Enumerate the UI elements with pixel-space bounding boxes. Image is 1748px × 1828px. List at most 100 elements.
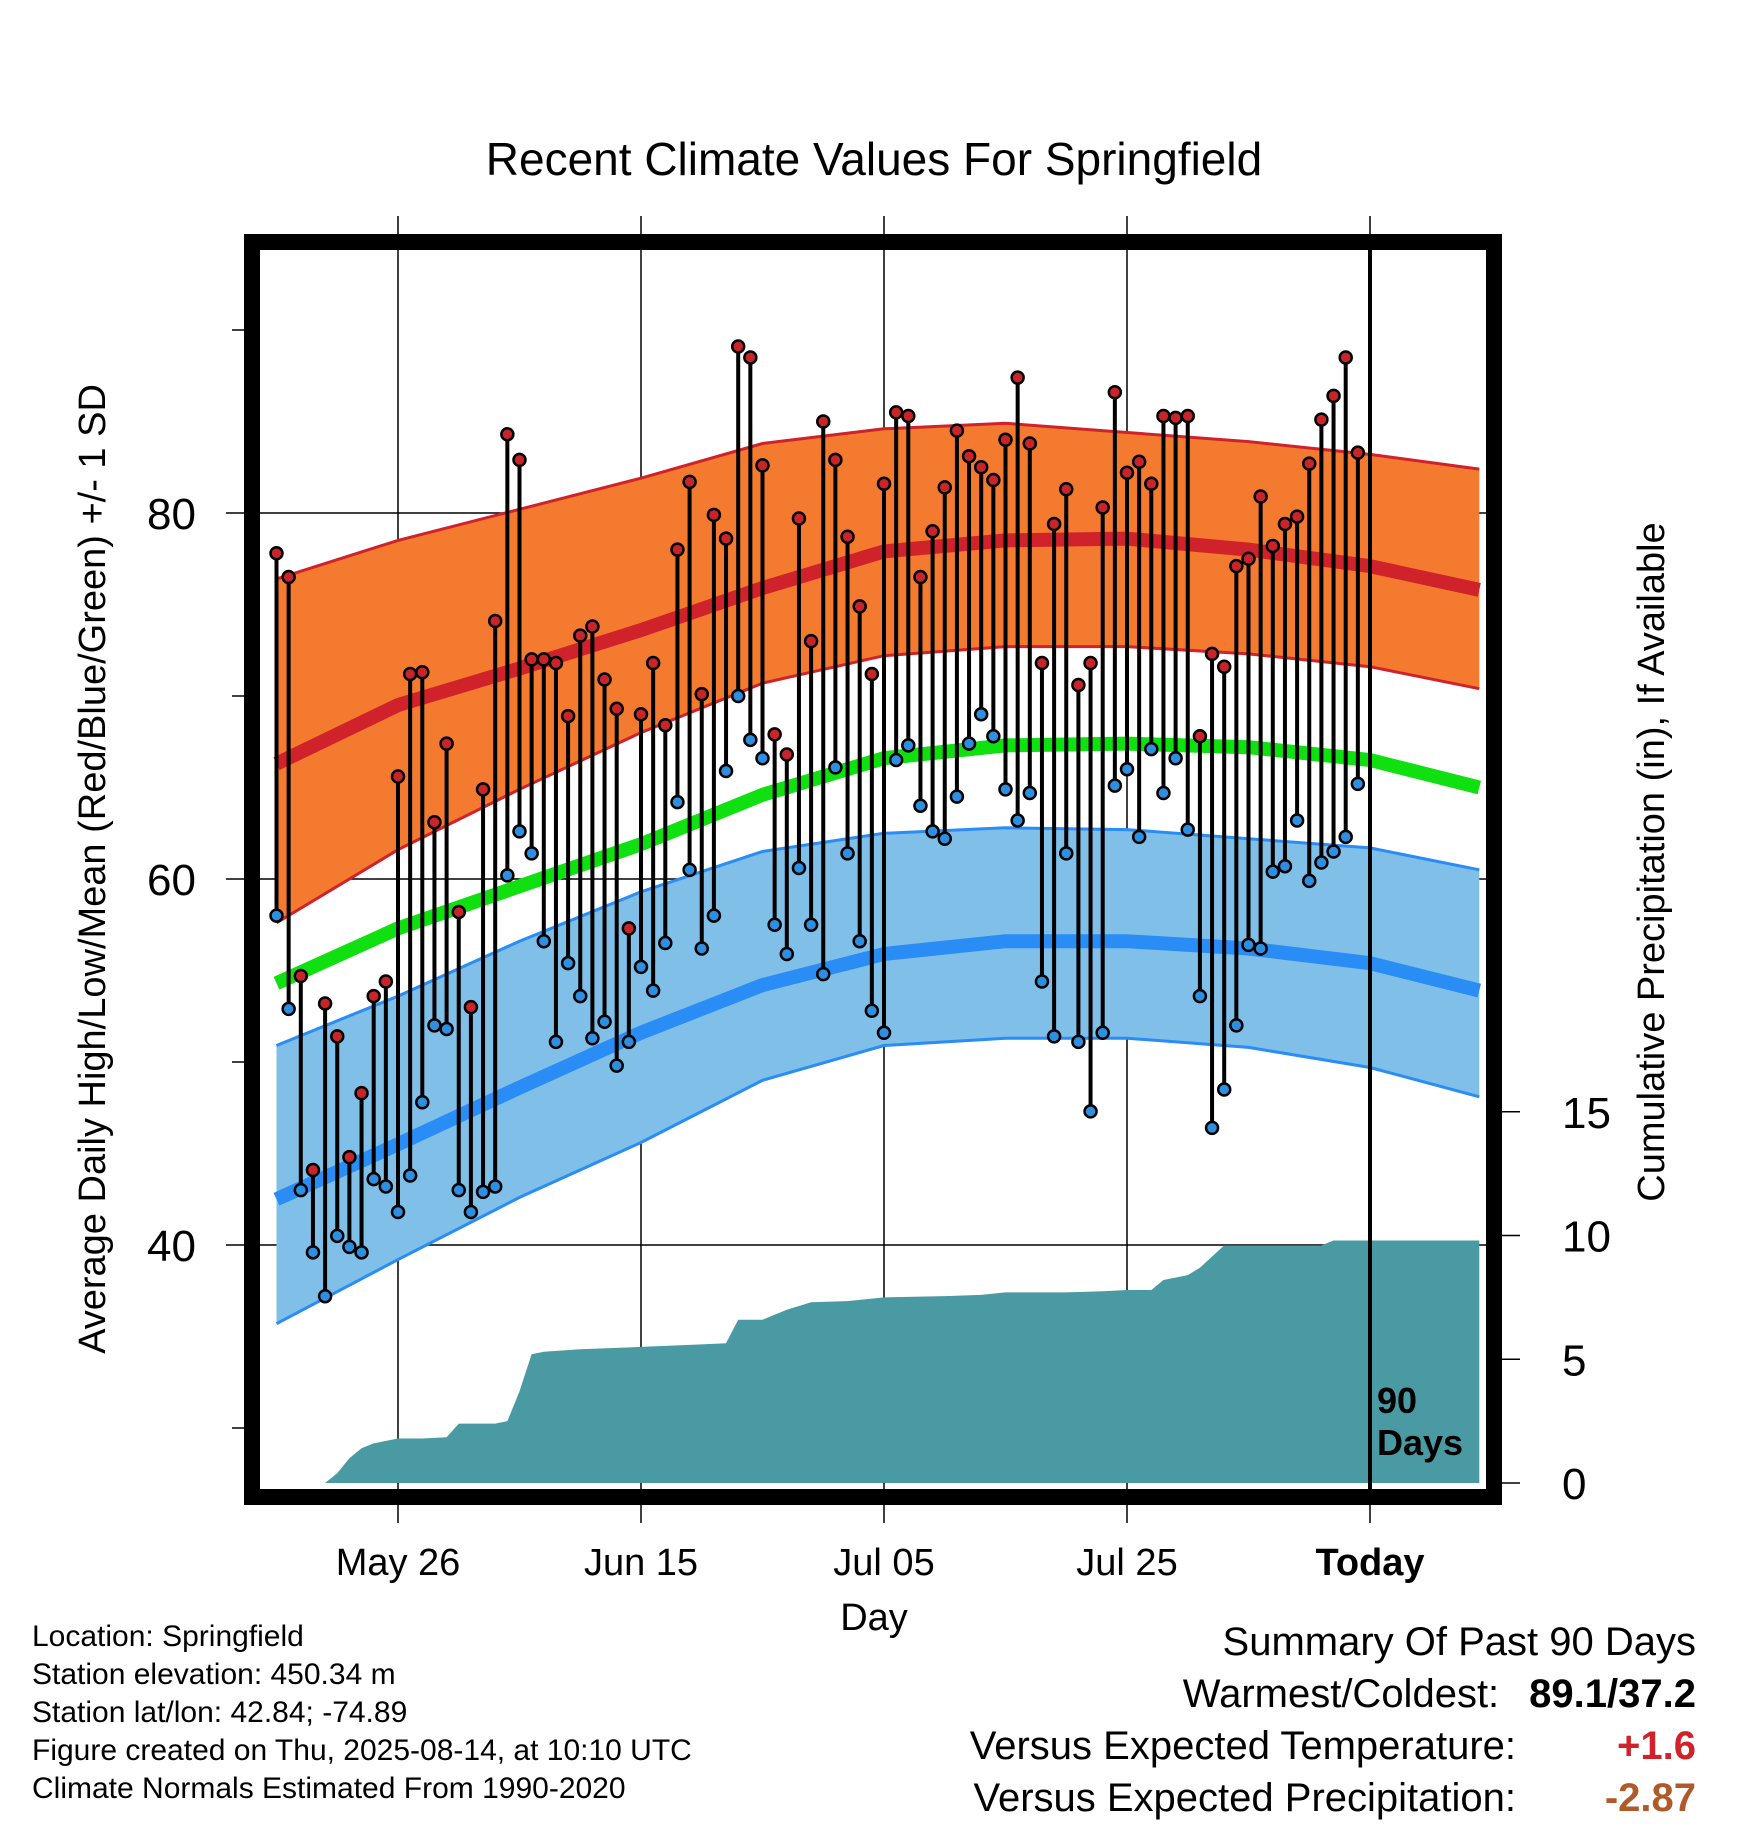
daily-low-point xyxy=(1180,822,1195,837)
daily-high-point xyxy=(573,628,588,643)
daily-low-point xyxy=(597,1014,612,1029)
daily-high-point xyxy=(743,350,758,365)
daily-high-point xyxy=(1277,516,1293,532)
daily-low-point xyxy=(609,1058,624,1073)
climate-normals-note: Climate Normals Estimated From 1990-2020 xyxy=(32,1772,626,1805)
daily-high-point xyxy=(682,474,697,490)
x-tick-label: Jul 05 xyxy=(833,1542,934,1584)
daily-high-point xyxy=(1265,538,1281,554)
figure-created: Figure created on Thu, 2025-08-14, at 10… xyxy=(32,1734,692,1767)
daily-low-point xyxy=(342,1239,357,1255)
daily-low-point xyxy=(317,1288,333,1304)
daily-high-point xyxy=(1192,729,1208,744)
y2-tick-label: 5 xyxy=(1562,1336,1586,1385)
daily-high-point xyxy=(767,727,782,742)
summary-precip: Versus Expected Precipitation: -2.87 xyxy=(796,1772,1696,1824)
daily-low-point xyxy=(706,908,722,923)
daily-low-point xyxy=(864,1003,880,1019)
daily-high-point xyxy=(1046,516,1062,532)
x-tick-label: May 26 xyxy=(336,1542,461,1584)
daily-high-point xyxy=(366,988,381,1004)
daily-high-point xyxy=(998,432,1013,448)
daily-high-point xyxy=(913,569,928,585)
daily-low-point xyxy=(548,1034,564,1050)
daily-high-point xyxy=(439,736,454,751)
daily-high-point xyxy=(803,633,819,649)
daily-high-point xyxy=(342,1149,357,1165)
daily-high-point xyxy=(645,655,661,671)
period-label-line: 90 xyxy=(1377,1380,1417,1421)
daily-high-point xyxy=(269,546,284,561)
daily-low-point xyxy=(1144,741,1159,757)
daily-high-point xyxy=(427,815,442,830)
daily-low-point xyxy=(743,732,758,748)
daily-high-point xyxy=(1095,500,1110,515)
daily-low-point xyxy=(1229,1018,1244,1033)
x-tick-label: Jun 15 xyxy=(584,1542,698,1584)
daily-low-point xyxy=(1046,1029,1062,1044)
daily-low-point xyxy=(840,846,855,861)
daily-high-point xyxy=(1131,454,1147,470)
x-axis-label: Day xyxy=(840,1597,908,1639)
daily-low-point xyxy=(1241,937,1256,953)
daily-low-point xyxy=(487,1179,503,1194)
daily-high-point xyxy=(1326,388,1341,404)
daily-low-point xyxy=(658,935,673,951)
daily-low-point xyxy=(512,824,527,839)
daily-low-point xyxy=(402,1168,418,1183)
daily-low-point xyxy=(354,1245,369,1260)
daily-low-point xyxy=(694,941,709,956)
low-sd-lower-line xyxy=(275,1036,1480,1326)
daily-high-point xyxy=(293,968,309,984)
daily-high-point xyxy=(281,569,296,585)
daily-low-point xyxy=(998,782,1013,797)
daily-high-point xyxy=(1289,509,1305,524)
summary-panel: Summary Of Past 90 Days Warmest/Coldest:… xyxy=(796,1616,1696,1824)
daily-high-point xyxy=(390,769,406,784)
daily-low-point xyxy=(767,917,782,932)
daily-high-point xyxy=(536,652,552,667)
daily-high-point xyxy=(986,472,1001,488)
daily-high-point xyxy=(755,458,770,473)
daily-low-point xyxy=(986,729,1001,744)
summary-heading: Summary Of Past 90 Days xyxy=(1222,1620,1696,1664)
daily-low-point xyxy=(1253,941,1268,956)
summary-temp: Versus Expected Temperature: +1.6 xyxy=(796,1720,1696,1772)
daily-low-point xyxy=(718,763,734,779)
daily-high-point xyxy=(1083,655,1098,671)
y-tick-label: 80 xyxy=(147,490,196,539)
daily-high-point xyxy=(560,708,576,724)
daily-high-point xyxy=(670,542,685,557)
daily-high-point xyxy=(633,707,649,722)
y2-tick-label: 10 xyxy=(1562,1213,1611,1262)
daily-low-point xyxy=(330,1228,345,1244)
daily-low-point xyxy=(1107,778,1123,793)
daily-high-point xyxy=(463,999,479,1015)
precip-anomaly-label: Versus Expected Precipitation: xyxy=(973,1776,1516,1820)
daily-low-point xyxy=(1289,813,1305,828)
daily-low-point xyxy=(390,1204,406,1220)
daily-low-point xyxy=(973,707,989,722)
daily-high-point xyxy=(330,1029,345,1044)
daily-low-point xyxy=(1302,873,1317,889)
daily-low-point xyxy=(475,1184,491,1200)
station-elevation: Station elevation: 450.34 m xyxy=(32,1658,396,1691)
daily-high-point xyxy=(305,1162,321,1178)
daily-low-point xyxy=(682,862,697,878)
y-tick-label: 40 xyxy=(147,1222,196,1271)
daily-high-point xyxy=(925,524,940,539)
daily-low-point xyxy=(560,955,576,971)
daily-high-point xyxy=(961,449,977,464)
daily-low-point xyxy=(901,738,916,753)
y2-axis-label: Cumulative Precipitation (in), If Availa… xyxy=(1631,522,1673,1201)
x-tick-label: Today xyxy=(1315,1542,1424,1584)
daily-low-point xyxy=(888,752,904,768)
daily-low-point xyxy=(451,1182,466,1198)
daily-high-point xyxy=(1034,655,1050,671)
daily-high-point xyxy=(816,414,831,429)
daily-low-point xyxy=(1265,864,1281,879)
daily-low-point xyxy=(755,750,770,766)
daily-high-point xyxy=(1253,489,1268,504)
warm-cold-label: Warmest/Coldest: xyxy=(1182,1672,1500,1716)
daily-low-point xyxy=(645,983,661,998)
